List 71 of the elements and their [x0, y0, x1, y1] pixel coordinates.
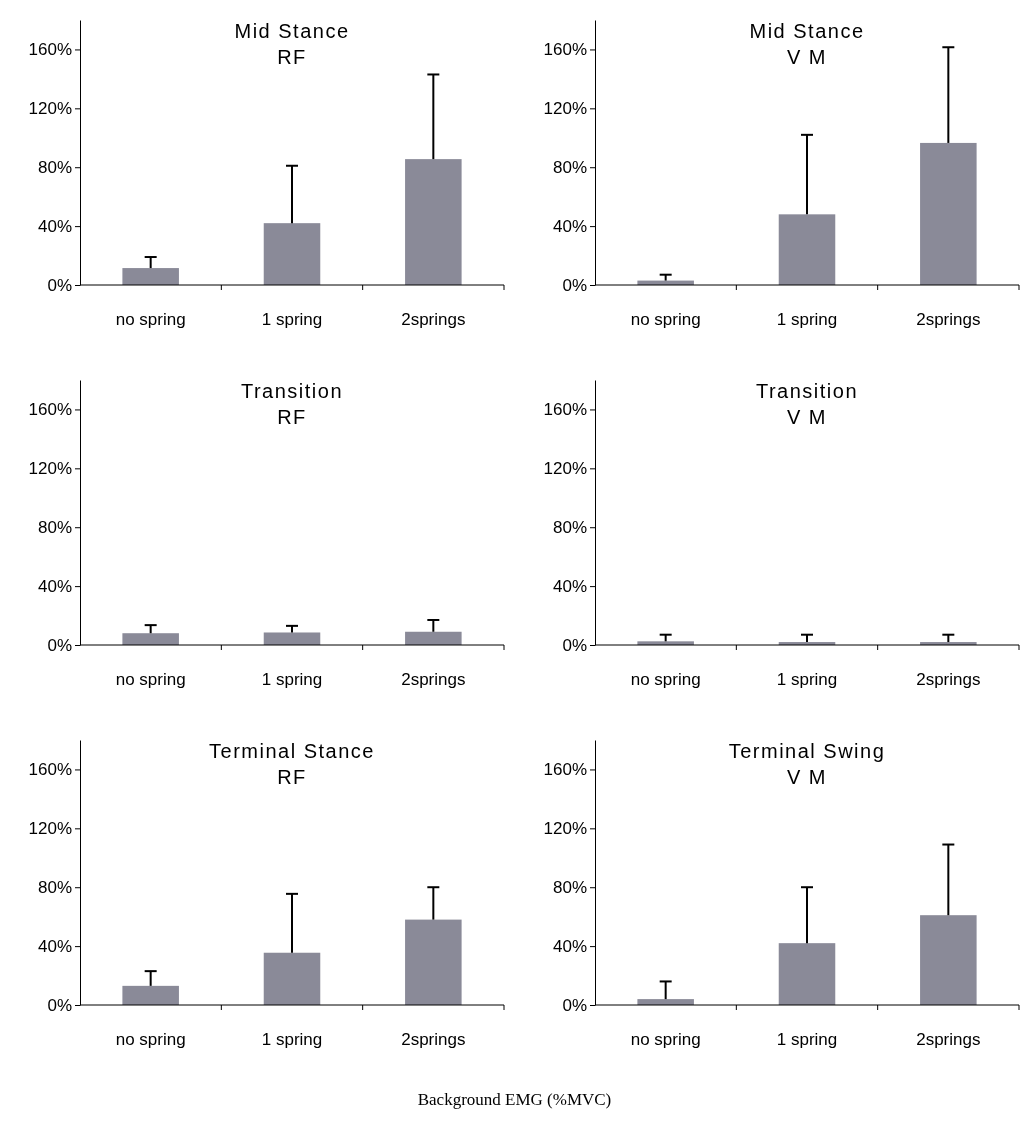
y-tick-label: 0%: [47, 995, 72, 1015]
text: RF: [277, 406, 307, 428]
x-tick-label: 1 spring: [776, 310, 838, 330]
bar: [778, 943, 836, 1005]
y-tick-label: 80%: [37, 158, 72, 178]
bar: [263, 223, 321, 285]
bar: [920, 915, 977, 1005]
y-tick-label: 40%: [37, 577, 72, 597]
x-tick-label: no spring: [630, 1030, 701, 1050]
y-tick-label: 0%: [562, 635, 587, 655]
text: RF: [277, 766, 307, 788]
y-tick-label: 160%: [28, 400, 72, 420]
y-tick-label: 120%: [543, 459, 587, 479]
x-tick-label: 1 spring: [261, 310, 323, 330]
x-tick-label: no spring: [115, 1030, 186, 1050]
chart-title: Terminal Stance: [209, 740, 375, 762]
x-tick-label: 2springs: [916, 1030, 981, 1050]
y-tick-label: 120%: [28, 99, 72, 119]
y-tick-label: 80%: [552, 518, 587, 538]
text: Background EMG (%MVC): [416, 1090, 613, 1110]
text: V M: [786, 766, 828, 788]
y-tick-label: 40%: [37, 937, 72, 957]
bar: [920, 142, 977, 285]
y-tick-label: 120%: [543, 819, 587, 839]
y-tick-label: 160%: [543, 760, 587, 780]
y-tick-label: 0%: [47, 275, 72, 295]
y-tick-label: 40%: [552, 577, 587, 597]
y-tick-label: 80%: [552, 878, 587, 898]
y-tick-label: 160%: [543, 400, 587, 420]
x-tick-label: 1 spring: [776, 670, 838, 690]
y-tick-label: 160%: [28, 40, 72, 60]
bar: [263, 952, 321, 1005]
x-tick-label: 2springs: [401, 670, 466, 690]
chart-title: Mid Stance: [234, 20, 350, 42]
x-tick-label: no spring: [630, 670, 701, 690]
y-tick-label: 160%: [28, 760, 72, 780]
y-tick-label: 160%: [543, 40, 587, 60]
x-tick-label: 2springs: [401, 310, 466, 330]
chart-title: Transition: [755, 380, 859, 402]
chart-title: Transition: [240, 380, 344, 402]
y-tick-label: 80%: [37, 518, 72, 538]
y-tick-label: 80%: [552, 158, 587, 178]
y-tick-label: 40%: [552, 937, 587, 957]
text: V M: [786, 406, 828, 428]
bar: [405, 159, 462, 285]
x-tick-label: 2springs: [916, 670, 981, 690]
y-tick-label: 120%: [28, 459, 72, 479]
bar: [122, 985, 179, 1005]
x-tick-label: 1 spring: [261, 1030, 323, 1050]
x-tick-label: 2springs: [916, 310, 981, 330]
y-tick-label: 40%: [552, 217, 587, 237]
text: RF: [277, 46, 307, 68]
y-tick-label: 40%: [37, 217, 72, 237]
bar: [778, 214, 836, 285]
x-tick-label: 1 spring: [261, 670, 323, 690]
y-tick-label: 0%: [562, 995, 587, 1015]
x-tick-label: 2springs: [401, 1030, 466, 1050]
chart-title: Mid Stance: [749, 20, 865, 42]
text: V M: [786, 46, 828, 68]
y-tick-label: 0%: [562, 275, 587, 295]
chart-title: Terminal Swing: [728, 740, 886, 762]
y-tick-label: 120%: [28, 819, 72, 839]
x-tick-label: no spring: [115, 310, 186, 330]
x-tick-label: no spring: [630, 310, 701, 330]
y-tick-label: 0%: [47, 635, 72, 655]
y-tick-label: 120%: [543, 99, 587, 119]
bar: [405, 919, 462, 1005]
x-tick-label: no spring: [115, 670, 186, 690]
y-tick-label: 80%: [37, 878, 72, 898]
bar: [122, 268, 179, 285]
x-tick-label: 1 spring: [776, 1030, 838, 1050]
